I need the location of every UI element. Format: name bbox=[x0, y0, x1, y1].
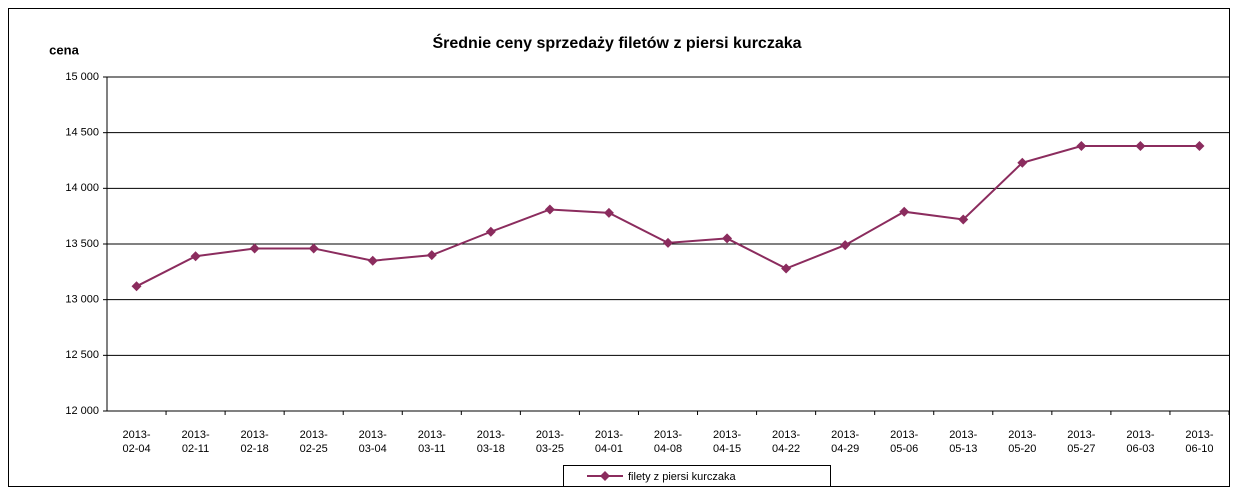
data-point bbox=[544, 204, 555, 215]
chart-title: Średnie ceny sprzedaży filetów z piersi … bbox=[432, 33, 801, 52]
data-point bbox=[958, 214, 969, 225]
data-point bbox=[308, 243, 319, 254]
data-point bbox=[249, 243, 260, 254]
x-tick-label: 2013-03-25 bbox=[536, 429, 564, 455]
x-tick-label: 2013-04-22 bbox=[772, 429, 800, 455]
data-point bbox=[899, 206, 910, 217]
data-point bbox=[1135, 141, 1146, 152]
x-tick-label: 2013-03-18 bbox=[477, 429, 505, 455]
y-tick-label: 14 000 bbox=[65, 182, 99, 194]
y-tick-label: 14 500 bbox=[65, 127, 99, 139]
x-tick-label: 2013-04-08 bbox=[654, 429, 682, 455]
legend-box bbox=[563, 465, 831, 487]
data-point bbox=[1194, 141, 1205, 152]
y-tick-label: 15 000 bbox=[65, 71, 99, 83]
x-tick-label: 2013-03-04 bbox=[359, 429, 387, 455]
data-point bbox=[426, 250, 437, 261]
y-tick-label: 12 000 bbox=[65, 405, 99, 417]
x-tick-label: 2013-02-18 bbox=[241, 429, 269, 455]
x-tick-label: 2013-03-11 bbox=[418, 429, 446, 455]
x-tick-label: 2013-06-10 bbox=[1185, 429, 1213, 455]
x-tick-label: 2013-05-06 bbox=[890, 429, 918, 455]
legend-label: filety z piersi kurczaka bbox=[628, 471, 736, 483]
x-tick-label: 2013-04-01 bbox=[595, 429, 623, 455]
legend-marker bbox=[600, 471, 610, 481]
y-tick-label: 12 500 bbox=[65, 349, 99, 361]
x-tick-label: 2013-05-13 bbox=[949, 429, 977, 455]
x-tick-label: 2013-02-25 bbox=[300, 429, 328, 455]
y-axis-label: cena bbox=[49, 42, 79, 57]
data-point bbox=[190, 251, 201, 262]
x-tick-label: 2013-04-29 bbox=[831, 429, 859, 455]
x-tick-label: 2013-05-27 bbox=[1067, 429, 1095, 455]
chart-border bbox=[8, 8, 1230, 487]
data-point bbox=[1076, 141, 1087, 152]
x-tick-label: 2013-04-15 bbox=[713, 429, 741, 455]
y-tick-label: 13 000 bbox=[65, 294, 99, 306]
x-tick-label: 2013-06-03 bbox=[1126, 429, 1154, 455]
data-point bbox=[1017, 157, 1028, 168]
data-point bbox=[485, 226, 496, 237]
x-tick-label: 2013-05-20 bbox=[1008, 429, 1036, 455]
data-point bbox=[367, 255, 378, 266]
data-point bbox=[840, 240, 851, 251]
data-point bbox=[603, 207, 614, 218]
data-point bbox=[131, 281, 142, 292]
y-tick-label: 13 500 bbox=[65, 238, 99, 250]
data-point bbox=[663, 237, 673, 248]
x-tick-label: 2013-02-04 bbox=[122, 429, 150, 455]
data-point bbox=[781, 263, 792, 274]
data-point bbox=[722, 233, 733, 244]
x-tick-label: 2013-02-11 bbox=[182, 429, 210, 455]
